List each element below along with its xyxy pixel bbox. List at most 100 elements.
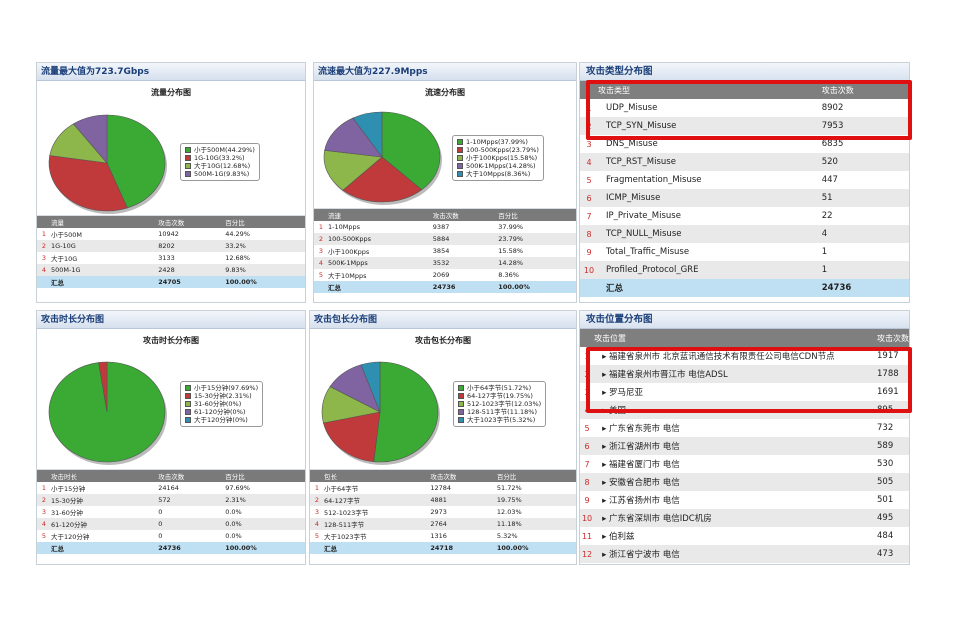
row-index: 2 — [314, 233, 328, 245]
legend-swatch — [458, 393, 464, 399]
table-row[interactable]: 1 小于64字节 12784 51.72% — [310, 482, 576, 494]
table-row[interactable]: 5 Fragmentation_Misuse 447 — [580, 171, 909, 189]
row-index: 6 — [580, 437, 595, 455]
rate-panel: 流速最大值为227.9Mpps 流速分布图 1-10Mpps(37.99%) 10… — [313, 62, 577, 303]
row-index: 6 — [580, 189, 598, 207]
table-row[interactable]: 8 ▸ 安徽省合肥市 电信 505 — [580, 473, 909, 491]
row-name: ▸ 安徽省合肥市 电信 — [594, 473, 877, 491]
table-row[interactable]: 4 ▸ 美国 895 — [580, 401, 909, 419]
table-row[interactable]: 5 大于1023字节 1316 5.32% — [310, 530, 576, 542]
row-percent: 12.68% — [225, 252, 305, 264]
table-row[interactable]: 2 100-500Kpps 5884 23.79% — [314, 233, 576, 245]
row-percent: 8.36% — [498, 269, 576, 281]
table-row[interactable]: 12 ▸ 浙江省宁波市 电信 473 — [580, 545, 909, 563]
table-row[interactable]: 3 DNS_Misuse 6835 — [580, 135, 909, 153]
table-row[interactable]: 1 UDP_Misuse 8902 — [580, 99, 909, 117]
row-name: IP_Private_Misuse — [598, 207, 822, 225]
table-row[interactable]: 5 大于10Mpps 2069 8.36% — [314, 269, 576, 281]
table-row[interactable]: 1 小于15分钟 24164 97.69% — [37, 482, 305, 494]
table-row[interactable]: 2 1G-10G 8202 33.2% — [37, 240, 305, 252]
table-row[interactable]: 1 ▸ 福建省泉州市 北京蓝讯通信技术有限责任公司电信CDN节点 1917 — [580, 347, 909, 365]
table-row[interactable]: 4 128-511字节 2764 11.18% — [310, 518, 576, 530]
row-name: 小于500M — [51, 228, 159, 240]
row-percent: 51.72% — [496, 482, 576, 494]
table-row[interactable]: 1 小于500M 10942 44.29% — [37, 228, 305, 240]
legend-label: 15-30分钟(2.31%) — [194, 392, 252, 400]
rate-table: 流速 攻击次数 百分比 1 1-10Mpps 9387 37.99% 2 100-500Kpps… — [314, 209, 576, 293]
table-row[interactable]: 10 Profiled_Protocol_GRE 1 — [580, 261, 909, 279]
legend-item: 小于500M(44.29%) — [185, 146, 255, 154]
table-row[interactable]: 4 TCP_RST_Misuse 520 — [580, 153, 909, 171]
table-row[interactable]: 4 500K-1Mpps 3532 14.28% — [314, 257, 576, 269]
header-index — [310, 470, 324, 482]
legend-swatch — [185, 417, 191, 423]
legend-label: 512-1023字节(12.03%) — [467, 400, 542, 408]
row-name: 小于15分钟 — [51, 482, 159, 494]
row-count: 0 — [158, 518, 226, 530]
total-label: 汇总 — [598, 279, 822, 297]
total-row: 汇总 24736 100.00% — [37, 542, 305, 554]
row-name: ▸ 福建省泉州市 北京蓝讯通信技术有限责任公司电信CDN节点 — [594, 347, 877, 365]
table-row[interactable]: 4 500M-1G 2428 9.83% — [37, 264, 305, 276]
row-name: Profiled_Protocol_GRE — [598, 261, 822, 279]
row-percent: 0.0% — [225, 518, 305, 530]
row-name: ▸ 浙江省湖州市 电信 — [594, 437, 877, 455]
table-row[interactable]: 2 15-30分钟 572 2.31% — [37, 494, 305, 506]
table-row[interactable]: 2 ▸ 福建省泉州市晋江市 电信ADSL 1788 — [580, 365, 909, 383]
table-row[interactable]: 3 512-1023字节 2973 12.03% — [310, 506, 576, 518]
legend-item: 61-120分钟(0%) — [185, 408, 258, 416]
table-row[interactable]: 11 ▸ 伯利兹 484 — [580, 527, 909, 545]
table-row[interactable]: 2 64-127字节 4881 19.75% — [310, 494, 576, 506]
table-row[interactable]: 8 TCP_NULL_Misuse 4 — [580, 225, 909, 243]
row-index: 7 — [580, 207, 598, 225]
table-row[interactable]: 7 ▸ 福建省厦门市 电信 530 — [580, 455, 909, 473]
row-percent: 44.29% — [225, 228, 305, 240]
row-percent: 23.79% — [498, 233, 576, 245]
row-percent: 0.0% — [225, 506, 305, 518]
table-row[interactable]: 3 ▸ 罗马尼亚 1691 — [580, 383, 909, 401]
table-row[interactable]: 7 IP_Private_Misuse 22 — [580, 207, 909, 225]
table-row[interactable]: 5 大于120分钟 0 0.0% — [37, 530, 305, 542]
row-name: 500K-1Mpps — [328, 257, 433, 269]
table-row[interactable]: 2 TCP_SYN_Misuse 7953 — [580, 117, 909, 135]
traffic-chart-title: 流量分布图 — [151, 88, 191, 97]
attack-type-panel-title: 攻击类型分布图 — [580, 63, 909, 81]
row-name: Total_Traffic_Misuse — [598, 243, 822, 261]
table-row[interactable]: 4 61-120分钟 0 0.0% — [37, 518, 305, 530]
row-count: 0 — [158, 506, 226, 518]
total-count: 24736 — [432, 281, 499, 293]
row-name: ▸ 福建省泉州市晋江市 电信ADSL — [594, 365, 877, 383]
row-index: 5 — [580, 171, 598, 189]
legend-swatch — [457, 171, 463, 177]
legend-item: 大于120分钟(0%) — [185, 416, 258, 424]
traffic-table: 流量 攻击次数 百分比 1 小于500M 10942 44.29% 2 1G-10G 8202 33… — [37, 216, 305, 288]
table-row[interactable]: 6 ▸ 浙江省湖州市 电信 589 — [580, 437, 909, 455]
row-name: TCP_RST_Misuse — [598, 153, 822, 171]
legend-label: 500K-1Mpps(14.28%) — [466, 162, 536, 170]
row-name: ▸ 罗马尼亚 — [594, 383, 877, 401]
legend-item: 小于64字节(51.72%) — [458, 384, 541, 392]
table-row[interactable]: 10 ▸ 广东省深圳市 电信IDC机房 495 — [580, 509, 909, 527]
row-count: 5884 — [432, 233, 499, 245]
table-row[interactable]: 5 ▸ 广东省东莞市 电信 732 — [580, 419, 909, 437]
legend-item: 1-10Mpps(37.99%) — [457, 138, 539, 146]
table-row[interactable]: 9 Total_Traffic_Misuse 1 — [580, 243, 909, 261]
duration-chart: 攻击时长分布图 小于15分钟(97.69%) 15-30分钟(2.31%) 31-6… — [37, 329, 305, 470]
header-name: 攻击位置 — [594, 329, 877, 347]
row-index: 11 — [580, 527, 595, 545]
legend-item: 500K-1Mpps(14.28%) — [457, 162, 539, 170]
table-row[interactable]: 9 ▸ 江苏省扬州市 电信 501 — [580, 491, 909, 509]
table-row[interactable]: 3 31-60分钟 0 0.0% — [37, 506, 305, 518]
row-name: ▸ 福建省厦门市 电信 — [594, 455, 877, 473]
row-index: 1 — [580, 347, 595, 365]
header-name: 流量 — [51, 216, 159, 228]
row-index: 4 — [310, 518, 324, 530]
legend-label: 大于1023字节(5.32%) — [467, 416, 536, 424]
row-index: 1 — [37, 482, 51, 494]
table-row[interactable]: 3 小于100Kpps 3854 15.58% — [314, 245, 576, 257]
packet-length-panel: 攻击包长分布图 攻击包长分布图 小于64字节(51.72%) 64-127字节(1… — [309, 310, 577, 565]
table-row[interactable]: 3 大于10G 3133 12.68% — [37, 252, 305, 264]
legend-label: 大于10G(12.68%) — [194, 162, 251, 170]
table-row[interactable]: 6 ICMP_Misuse 51 — [580, 189, 909, 207]
table-row[interactable]: 1 1-10Mpps 9387 37.99% — [314, 221, 576, 233]
